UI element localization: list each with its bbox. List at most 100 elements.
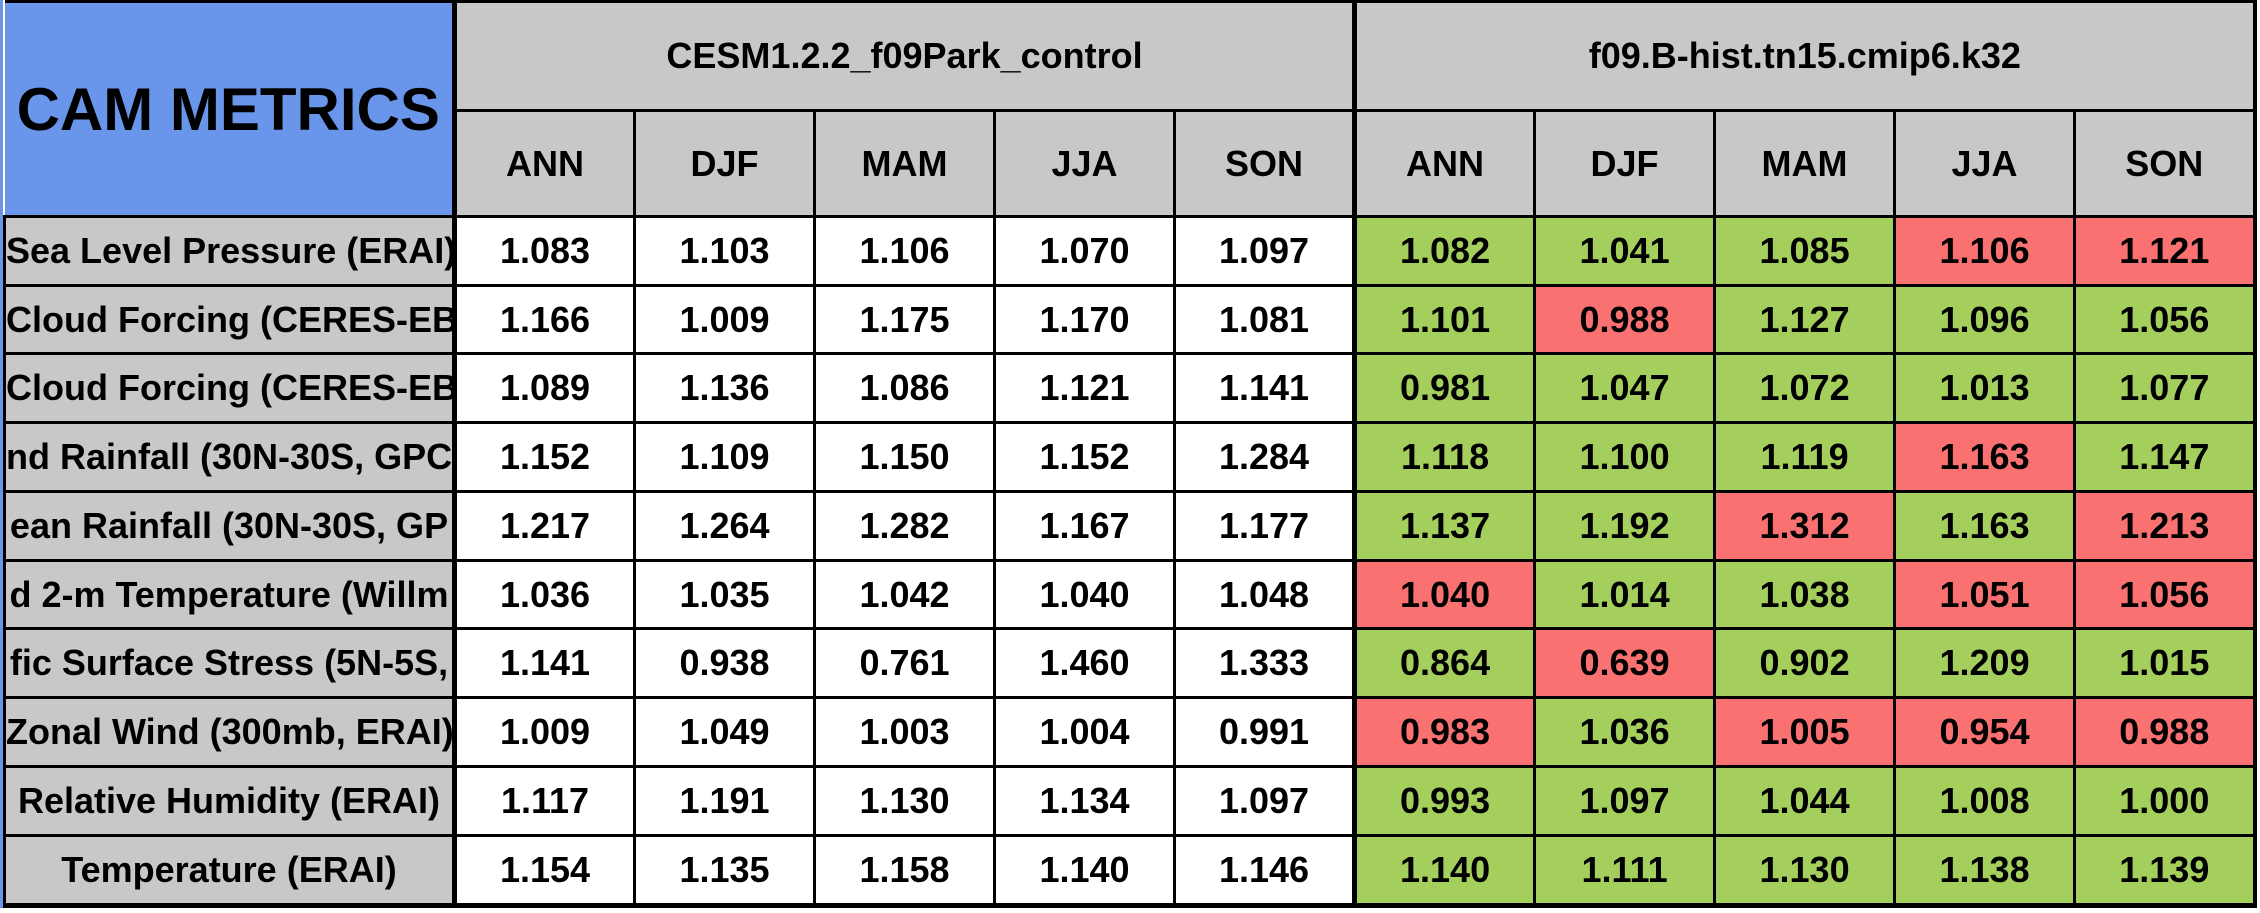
- experiment-value-cell: 0.981: [1352, 352, 1537, 425]
- metric-row: fic Surface Stress (5N-5S, 1.141 0.938 0.76…: [3, 627, 2257, 700]
- control-value-cell: 1.264: [633, 489, 816, 562]
- experiment-value-cell: 1.312: [1713, 489, 1897, 562]
- season-header-experiment-1: DJF: [1533, 109, 1717, 218]
- experiment-value-cell: 1.072: [1713, 352, 1897, 425]
- metric-row: Cloud Forcing (CERES-EB 1.166 1.009 1.175 1.…: [3, 283, 2257, 356]
- control-value-cell: 1.460: [993, 627, 1176, 700]
- experiment-value-cell: 1.013: [1893, 352, 2077, 425]
- experiment-value-cell: 1.082: [1352, 215, 1537, 287]
- control-value-cell: 1.103: [633, 215, 816, 287]
- metric-row: Temperature (ERAI) 1.154 1.135 1.158 1.140 1.…: [3, 833, 2257, 908]
- experiment-value-cell: 1.147: [2073, 421, 2257, 493]
- control-value-cell: 1.150: [813, 421, 996, 493]
- metric-row: nd Rainfall (30N-30S, GPC 1.152 1.109 1.150…: [3, 421, 2257, 493]
- control-value-cell: 0.991: [1172, 696, 1357, 768]
- experiment-value-cell: 1.138: [1893, 833, 2077, 908]
- season-header-control-1: DJF: [633, 109, 816, 218]
- control-value-cell: 1.106: [813, 215, 996, 287]
- metric-row-label: fic Surface Stress (5N-5S,: [3, 627, 457, 700]
- metric-row-label: nd Rainfall (30N-30S, GPC: [3, 421, 457, 493]
- control-value-cell: 1.121: [993, 352, 1176, 425]
- season-header-experiment-4: SON: [2073, 109, 2257, 218]
- experiment-value-cell: 0.864: [1352, 627, 1537, 700]
- control-value-cell: 1.152: [993, 421, 1176, 493]
- experiment-value-cell: 1.118: [1352, 421, 1537, 493]
- table-title-cell: CAM METRICS: [4, 0, 457, 218]
- experiment-value-cell: 0.983: [1352, 696, 1537, 768]
- control-value-cell: 1.217: [453, 489, 636, 562]
- control-value-cell: 1.177: [1172, 489, 1357, 562]
- experiment-value-cell: 1.130: [1713, 833, 1897, 908]
- experiment-value-cell: 1.036: [1533, 696, 1717, 768]
- control-value-cell: 0.761: [813, 627, 996, 700]
- experiment-value-cell: 1.111: [1533, 833, 1717, 908]
- season-header-control-0: ANN: [453, 109, 636, 218]
- control-value-cell: 0.938: [633, 627, 816, 700]
- control-value-cell: 1.130: [813, 764, 996, 837]
- experiment-value-cell: 1.041: [1533, 215, 1717, 287]
- experiment-value-cell: 1.044: [1713, 764, 1897, 837]
- experiment-value-cell: 0.954: [1893, 696, 2077, 768]
- experiment-value-cell: 1.100: [1533, 421, 1717, 493]
- experiment-value-cell: 0.902: [1713, 627, 1897, 700]
- cam-metrics-table: CAM METRICS CESM1.2.2_f09Park_control f0…: [3, 0, 2257, 908]
- control-value-cell: 1.049: [633, 696, 816, 768]
- control-value-cell: 1.152: [453, 421, 636, 493]
- experiment-value-cell: 1.163: [1893, 421, 2077, 493]
- experiment-value-cell: 1.047: [1533, 352, 1717, 425]
- control-value-cell: 1.109: [633, 421, 816, 493]
- experiment-value-cell: 0.639: [1533, 627, 1717, 700]
- control-value-cell: 1.003: [813, 696, 996, 768]
- experiment-value-cell: 1.056: [2073, 558, 2257, 631]
- control-value-cell: 1.089: [453, 352, 636, 425]
- season-header-control-3: JJA: [993, 109, 1176, 218]
- control-value-cell: 1.175: [813, 283, 996, 356]
- experiment-value-cell: 1.014: [1533, 558, 1717, 631]
- control-value-cell: 1.081: [1172, 283, 1357, 356]
- experiment-value-cell: 1.213: [2073, 489, 2257, 562]
- control-value-cell: 1.097: [1172, 764, 1357, 837]
- metric-row: Cloud Forcing (CERES-EB 1.089 1.136 1.086 1.…: [3, 352, 2257, 425]
- control-value-cell: 1.284: [1172, 421, 1357, 493]
- control-value-cell: 1.141: [1172, 352, 1357, 425]
- control-value-cell: 1.146: [1172, 833, 1357, 908]
- control-value-cell: 1.140: [993, 833, 1176, 908]
- control-value-cell: 1.083: [453, 215, 636, 287]
- metric-row: d 2-m Temperature (Willm 1.036 1.035 1.042 1…: [3, 558, 2257, 631]
- experiment-value-cell: 1.097: [1533, 764, 1717, 837]
- experiment-value-cell: 1.101: [1352, 283, 1537, 356]
- experiment-value-cell: 1.096: [1893, 283, 2077, 356]
- experiment-value-cell: 0.993: [1352, 764, 1537, 837]
- season-header-row: ANN DJF MAM JJA SON ANN DJF MAM JJA SON: [5, 109, 2257, 218]
- experiment-value-cell: 0.988: [1533, 283, 1717, 356]
- metric-row-label: Relative Humidity (ERAI): [3, 764, 457, 837]
- metric-row-label: Cloud Forcing (CERES-EB: [3, 283, 457, 356]
- group-header-row: CAM METRICS CESM1.2.2_f09Park_control f0…: [4, 0, 2257, 218]
- control-value-cell: 1.191: [633, 764, 816, 837]
- experiment-value-cell: 1.051: [1893, 558, 2077, 631]
- experiment-value-cell: 1.139: [2073, 833, 2257, 908]
- experiment-value-cell: 1.127: [1713, 283, 1897, 356]
- control-value-cell: 1.158: [813, 833, 996, 908]
- experiment-value-cell: 1.121: [2073, 215, 2257, 287]
- metric-row-label: d 2-m Temperature (Willm: [3, 558, 457, 631]
- metric-row-label: Temperature (ERAI): [3, 833, 457, 908]
- season-header-experiment-3: JJA: [1893, 109, 2077, 218]
- control-value-cell: 1.035: [633, 558, 816, 631]
- experiment-value-cell: 1.085: [1713, 215, 1897, 287]
- control-value-cell: 1.040: [993, 558, 1176, 631]
- season-header-experiment-0: ANN: [1352, 109, 1537, 218]
- experiment-value-cell: 1.119: [1713, 421, 1897, 493]
- metric-row: ean Rainfall (30N-30S, GP 1.217 1.264 1.282…: [3, 489, 2257, 562]
- control-value-cell: 1.097: [1172, 215, 1357, 287]
- experiment-value-cell: 0.988: [2073, 696, 2257, 768]
- experiment-value-cell: 1.015: [2073, 627, 2257, 700]
- experiment-value-cell: 1.163: [1893, 489, 2077, 562]
- experiment-value-cell: 1.005: [1713, 696, 1897, 768]
- control-value-cell: 1.166: [453, 283, 636, 356]
- column-group-control-header: CESM1.2.2_f09Park_control: [452, 0, 1357, 112]
- experiment-value-cell: 1.077: [2073, 352, 2257, 425]
- experiment-value-cell: 1.000: [2073, 764, 2257, 837]
- experiment-value-cell: 1.056: [2073, 283, 2257, 356]
